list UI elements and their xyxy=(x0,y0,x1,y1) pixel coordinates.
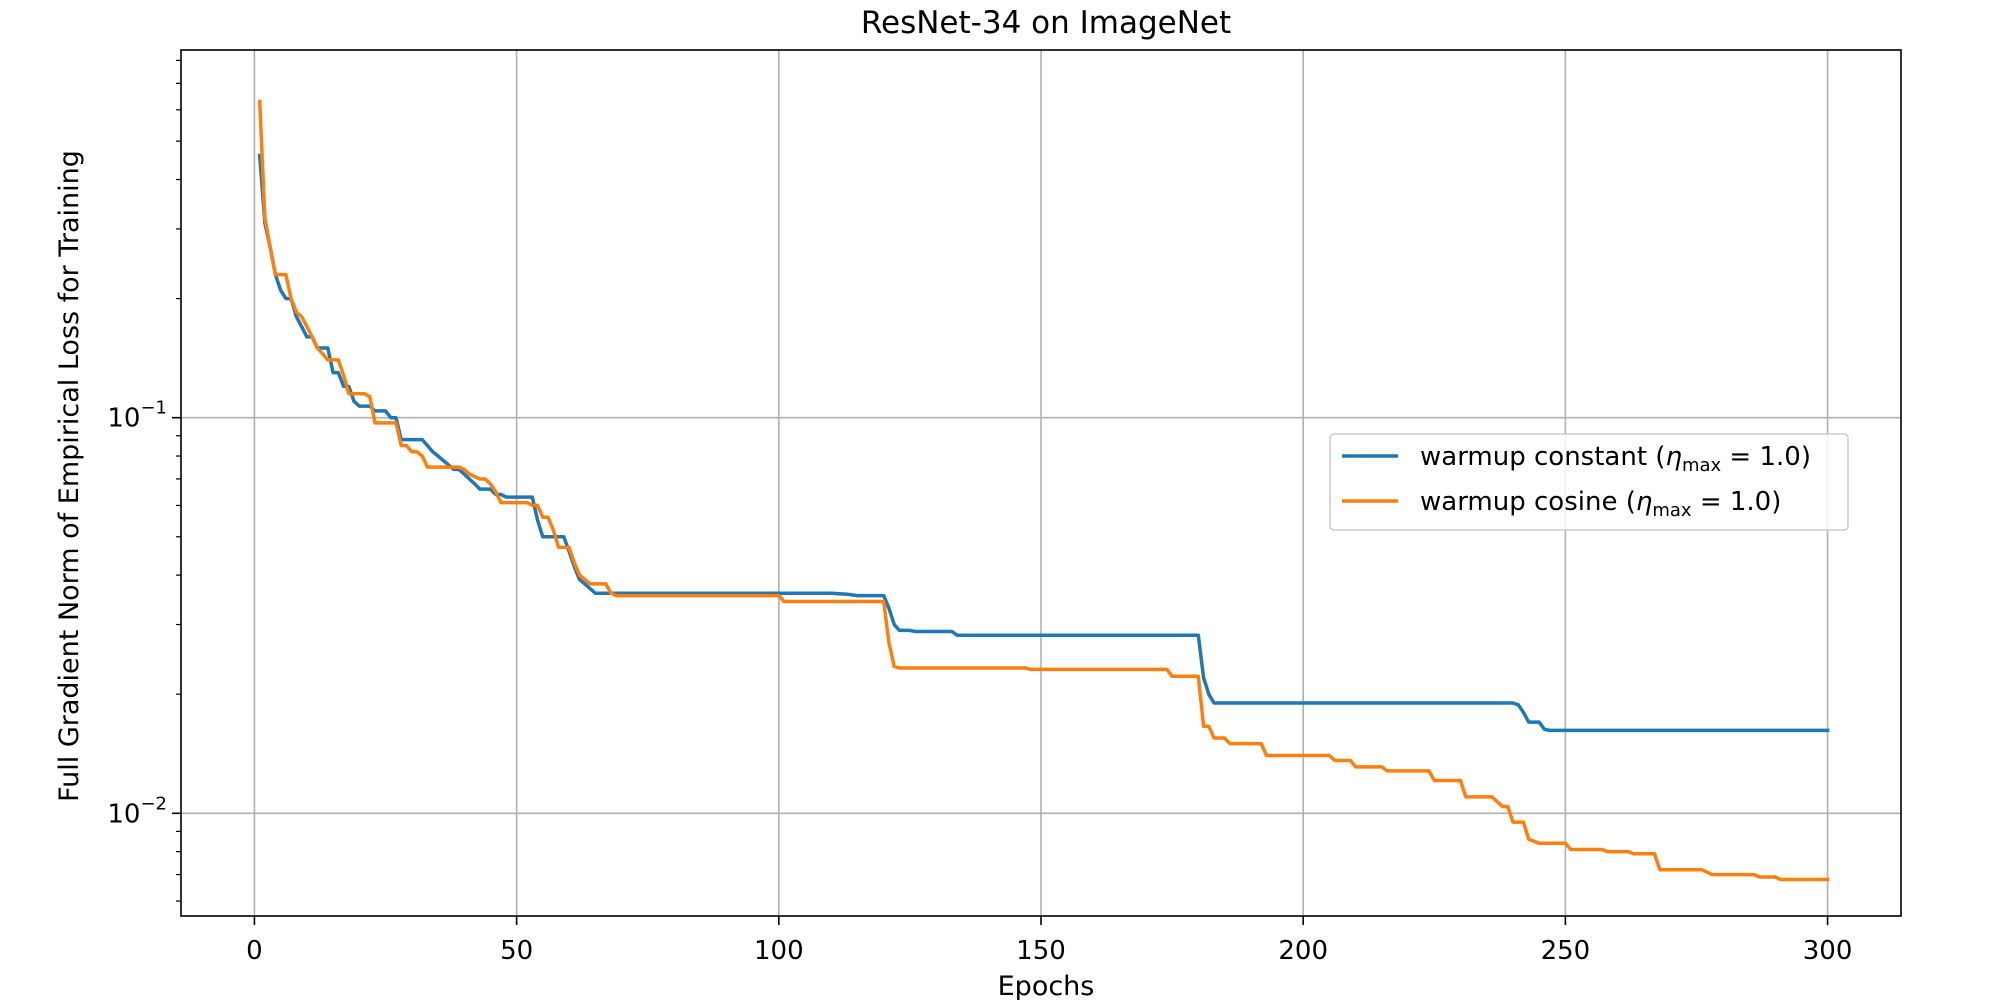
legend-box xyxy=(1329,433,1849,531)
legend-label-warmup-constant: warmup constant (ηmax = 1.0) xyxy=(1420,442,1811,476)
y-tick-exponent: −1 xyxy=(140,398,167,419)
x-tick-label: 0 xyxy=(246,936,263,966)
series-layer xyxy=(257,99,1830,882)
legend: warmup constant (ηmax = 1.0) warmup cosi… xyxy=(1329,433,1849,531)
legend-label-warmup-cosine: warmup cosine (ηmax = 1.0) xyxy=(1420,487,1781,521)
chart-title: ResNet-34 on ImageNet xyxy=(861,5,1231,41)
x-tick-label: 150 xyxy=(1016,936,1066,966)
x-tick-label: 250 xyxy=(1541,936,1591,966)
y-tick-base: 10 xyxy=(107,404,140,434)
series-line-warmup-constant xyxy=(257,153,1830,733)
legend-eta: η xyxy=(1665,442,1681,472)
legend-prefix: warmup constant ( xyxy=(1420,442,1665,472)
x-tick-label: 200 xyxy=(1278,936,1328,966)
y-tick-label: 10−1 xyxy=(107,398,167,434)
legend-subscript: max xyxy=(1682,455,1722,476)
x-axis-label: Epochs xyxy=(998,971,1095,1000)
legend-prefix: warmup cosine ( xyxy=(1420,487,1636,517)
x-tick-label: 300 xyxy=(1803,936,1853,966)
y-tick-label: 10−2 xyxy=(107,793,167,829)
y-tick-exponent: −2 xyxy=(140,793,167,814)
x-tick-label: 50 xyxy=(500,936,533,966)
x-tick-label: 100 xyxy=(754,936,804,966)
legend-suffix: = 1.0) xyxy=(1692,487,1782,517)
legend-subscript: max xyxy=(1652,500,1692,521)
legend-suffix: = 1.0) xyxy=(1721,442,1811,472)
legend-eta: η xyxy=(1636,487,1652,517)
y-axis-label: Full Gradient Norm of Empirical Loss for… xyxy=(54,150,85,802)
series-line-warmup-cosine xyxy=(257,99,1830,882)
y-tick-base: 10 xyxy=(107,799,140,829)
